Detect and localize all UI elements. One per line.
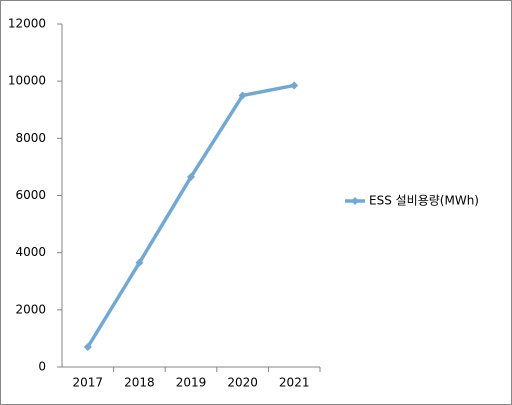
point-marker (238, 91, 247, 100)
y-tick-label: 12000 (8, 17, 46, 31)
y-tick-label: 4000 (15, 245, 46, 259)
x-tick-label: 2021 (279, 376, 310, 390)
x-tick-label: 2018 (124, 376, 155, 390)
y-tick-label: 6000 (15, 188, 46, 202)
x-tick-label: 2019 (176, 376, 207, 390)
legend-label: ESS 설비용량(MWh) (369, 194, 479, 208)
point-marker (187, 172, 195, 181)
y-tick-label: 0 (38, 360, 46, 374)
point-marker (135, 258, 144, 267)
point-marker (290, 81, 299, 90)
y-tick-label: 2000 (15, 302, 46, 316)
legend-marker (351, 197, 359, 205)
x-tick-label: 2020 (227, 376, 258, 390)
y-tick-label: 8000 (15, 131, 46, 145)
x-tick-label: 2017 (73, 376, 104, 390)
y-tick-label: 10000 (8, 74, 46, 88)
point-marker (83, 342, 92, 351)
